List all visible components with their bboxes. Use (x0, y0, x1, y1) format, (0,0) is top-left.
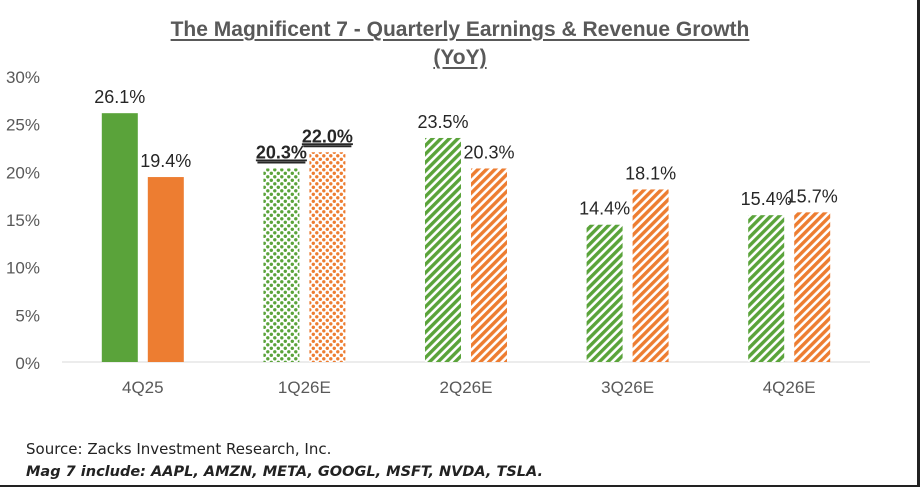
y-tick-label: 20% (6, 163, 40, 182)
earnings-bar (425, 137, 461, 362)
y-tick-label: 10% (6, 259, 40, 278)
y-tick-label: 30% (6, 68, 40, 87)
revenue-data-label: 15.7% (787, 186, 838, 206)
earnings-data-label: 26.1% (94, 87, 145, 107)
chart-subtitle: (YoY) (433, 46, 487, 69)
earnings-bar (586, 224, 623, 362)
revenue-data-label: 22.0% (302, 126, 353, 146)
earnings-bar (101, 113, 138, 363)
revenue-data-label: 20.3% (463, 142, 514, 162)
chart-title: The Magnificent 7 - Quarterly Earnings &… (170, 18, 750, 41)
mag7-note: Mag 7 include: AAPL, AMZN, META, GOOGL, … (26, 464, 544, 480)
revenue-data-label: 18.1% (625, 163, 676, 183)
earnings-data-label: 14.4% (579, 199, 630, 219)
y-tick-label: 0% (15, 354, 40, 373)
x-tick-label: 1Q26E (278, 378, 331, 397)
x-tick-label: 3Q26E (601, 378, 654, 397)
x-tick-label: 2Q26E (440, 378, 493, 397)
y-tick-label: 5% (15, 306, 40, 325)
revenue-data-label: 19.4% (140, 151, 191, 171)
revenue-bar (794, 212, 831, 362)
y-tick-label: 25% (6, 116, 40, 135)
x-tick-label: 4Q26E (763, 378, 816, 397)
x-tick-label: 4Q25 (122, 378, 164, 397)
source-note: Source: Zacks Investment Research, Inc. (26, 440, 332, 458)
earnings-bar (748, 215, 785, 362)
earnings-data-label: 23.5% (417, 112, 468, 132)
revenue-bar (309, 152, 346, 362)
revenue-bar (471, 168, 507, 362)
earnings-data-label: 15.4% (741, 189, 792, 209)
earnings-data-label: 20.3% (256, 142, 307, 162)
earnings-bar (263, 168, 300, 362)
y-tick-label: 15% (6, 211, 40, 230)
revenue-bar (632, 189, 669, 362)
revenue-bar (147, 177, 184, 362)
